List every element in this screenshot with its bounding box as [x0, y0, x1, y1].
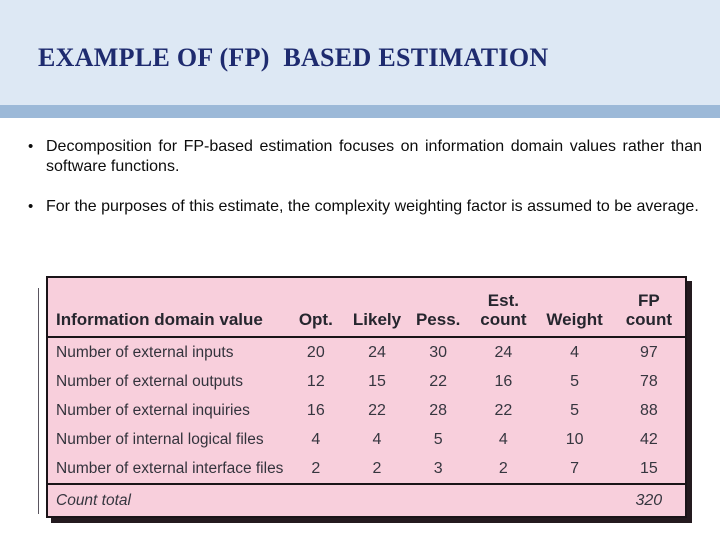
- cell-value: 78: [639, 372, 658, 390]
- header-line-main: Pess.: [415, 310, 461, 329]
- cell-value: 3: [433, 459, 443, 477]
- cell-value: 2: [311, 459, 321, 477]
- column-header-information-domain-value: Information domain value: [47, 277, 284, 338]
- table-row: Number of external inputs 20 24 30 24 4 …: [47, 337, 686, 367]
- cell-value: 22: [368, 401, 386, 419]
- table-row: Number of external inquiries 16 22 28 22…: [47, 396, 686, 425]
- fp-table: Information domain value Opt. Likely Pes…: [46, 276, 687, 518]
- cell-value: 12: [306, 372, 325, 390]
- cell-value: 4: [311, 430, 321, 448]
- cell-value: 4: [372, 430, 382, 448]
- cell-value: 20: [306, 343, 325, 361]
- header-line-main: count: [480, 310, 527, 329]
- cell-value: 28: [429, 401, 448, 419]
- cell-value: 4: [498, 430, 508, 448]
- cell-value: 15: [639, 459, 658, 477]
- cell-value: 5: [433, 430, 443, 448]
- column-header-fp-count: FP count: [612, 277, 686, 338]
- row-label: Number of internal logical files: [56, 430, 264, 448]
- column-header-est-count: Est. count: [470, 277, 537, 338]
- total-label: Count total: [47, 483, 284, 517]
- cell-value: 5: [570, 372, 580, 390]
- cell-value: 10: [565, 430, 584, 448]
- row-label: Number of external inquiries: [56, 401, 250, 419]
- cell-value: 5: [570, 401, 580, 419]
- cell-value: 22: [494, 401, 513, 419]
- bullet-text: Decomposition for FP-based estimation fo…: [46, 138, 702, 175]
- cell-value: 97: [639, 343, 658, 361]
- bullet-item: • For the purposes of this estimate, the…: [28, 197, 702, 217]
- cell-value: 24: [494, 343, 513, 361]
- cell-value: 42: [639, 430, 658, 448]
- total-spacer: [283, 483, 613, 517]
- cell-value: 16: [306, 401, 325, 419]
- cell-value: 2: [372, 459, 382, 477]
- column-header-likely: Likely: [347, 277, 407, 338]
- row-label: Number of external outputs: [56, 372, 243, 390]
- cell-value: 24: [368, 343, 386, 361]
- cell-value: 30: [429, 343, 448, 361]
- title-divider-band: [0, 105, 720, 118]
- bullet-item: • Decomposition for FP-based estimation …: [28, 137, 702, 176]
- cell-value: 88: [639, 401, 658, 419]
- cell-value: 2: [498, 459, 508, 477]
- header-line-main: Weight: [546, 310, 603, 329]
- table-row: Number of internal logical files 4 4 5 4…: [47, 425, 686, 454]
- column-header-weight: Weight: [536, 277, 613, 338]
- header-line-main: Information domain value: [56, 310, 263, 329]
- fp-estimation-table-figure: Information domain value Opt. Likely Pes…: [38, 276, 687, 518]
- table-row: Number of external outputs 12 15 22 16 5…: [47, 367, 686, 396]
- table-total-row: Count total 320: [47, 483, 686, 517]
- page-title: EXAMPLE OF (FP) BASED ESTIMATION: [38, 43, 549, 72]
- column-header-pess: Pess.: [406, 277, 471, 338]
- header-line-top: Est.: [487, 291, 519, 310]
- header-line-main: Opt.: [298, 310, 333, 329]
- header-line-top: FP: [637, 291, 660, 310]
- title-area: [0, 0, 720, 105]
- row-label: Number of external inputs: [56, 343, 234, 361]
- bullet-text: For the purposes of this estimate, the c…: [46, 198, 699, 215]
- cell-value: 22: [429, 372, 448, 390]
- cell-value: 7: [570, 459, 580, 477]
- cell-value: 16: [494, 372, 513, 390]
- column-header-opt: Opt.: [283, 277, 348, 338]
- bullet-marker: •: [28, 198, 34, 215]
- row-label: Number of external interface files: [56, 459, 284, 477]
- bullet-marker: •: [28, 138, 34, 155]
- cell-value: 4: [570, 343, 580, 361]
- table-row: Number of external interface files 2 2 3…: [47, 454, 686, 484]
- table-header-row: Information domain value Opt. Likely Pes…: [47, 277, 686, 338]
- cell-value: 15: [368, 372, 386, 390]
- figure-edge-line: [38, 288, 39, 514]
- header-line-main: Likely: [352, 310, 402, 329]
- total-value: 320: [612, 483, 686, 517]
- header-line-main: count: [625, 310, 672, 329]
